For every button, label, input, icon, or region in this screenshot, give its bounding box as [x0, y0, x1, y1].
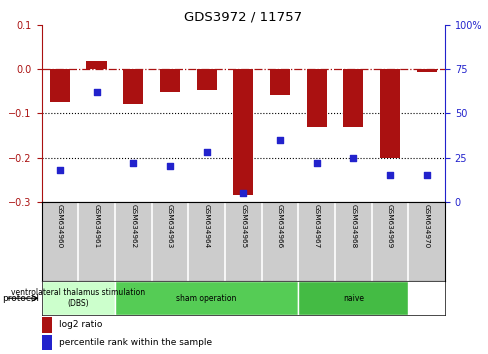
Bar: [41, 317, 52, 333]
Point: [239, 190, 246, 196]
Bar: [41, 335, 52, 350]
Text: GSM634962: GSM634962: [130, 204, 136, 249]
Point: [275, 137, 283, 143]
Point: [422, 172, 429, 178]
Point: [92, 89, 101, 95]
Bar: [86, 61, 106, 69]
Point: [348, 155, 356, 160]
Text: naive: naive: [342, 294, 363, 303]
Text: ventrolateral thalamus stimulation
(DBS): ventrolateral thalamus stimulation (DBS): [11, 288, 145, 308]
Text: GSM634963: GSM634963: [166, 204, 173, 249]
Bar: [50, 69, 70, 102]
Point: [165, 164, 173, 169]
Bar: [41, 281, 115, 315]
Text: percentile rank within the sample: percentile rank within the sample: [59, 338, 211, 347]
Bar: [306, 69, 326, 127]
Text: GSM634961: GSM634961: [93, 204, 100, 249]
Bar: [160, 69, 180, 92]
Text: GSM634960: GSM634960: [57, 204, 63, 249]
Point: [312, 160, 320, 166]
Bar: [343, 69, 363, 127]
Text: GSM634970: GSM634970: [423, 204, 429, 249]
Text: GSM634969: GSM634969: [386, 204, 392, 249]
Point: [385, 172, 393, 178]
Bar: [196, 69, 216, 90]
Bar: [233, 69, 253, 195]
Bar: [298, 281, 407, 315]
Bar: [123, 69, 143, 104]
Text: log2 ratio: log2 ratio: [59, 320, 102, 329]
Title: GDS3972 / 11757: GDS3972 / 11757: [184, 11, 302, 24]
Bar: [416, 69, 436, 72]
Text: sham operation: sham operation: [176, 294, 236, 303]
Text: GSM634966: GSM634966: [276, 204, 283, 249]
Point: [129, 160, 137, 166]
Bar: [269, 69, 289, 95]
Text: GSM634964: GSM634964: [203, 204, 209, 249]
Text: GSM634965: GSM634965: [240, 204, 246, 249]
Bar: [379, 69, 399, 158]
Text: GSM634968: GSM634968: [349, 204, 356, 249]
Text: protocol: protocol: [2, 294, 40, 303]
Point: [202, 149, 210, 155]
Point: [56, 167, 63, 173]
Text: GSM634967: GSM634967: [313, 204, 319, 249]
Bar: [115, 281, 298, 315]
